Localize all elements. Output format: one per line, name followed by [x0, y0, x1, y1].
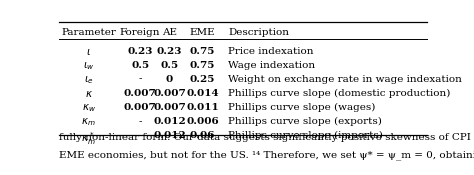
Text: Price indexation: Price indexation	[228, 47, 314, 56]
Text: Foreign: Foreign	[120, 28, 160, 37]
Text: 0.012: 0.012	[153, 117, 186, 126]
Text: AE: AE	[162, 28, 177, 37]
Text: Description: Description	[228, 28, 289, 37]
Text: $\kappa^*_m$: $\kappa^*_m$	[82, 131, 96, 148]
Text: -: -	[138, 131, 142, 140]
Text: Phillips curve slope (domestic production): Phillips curve slope (domestic productio…	[228, 89, 451, 98]
Text: 0.012: 0.012	[153, 131, 186, 140]
Text: Phillips curve slope (wages): Phillips curve slope (wages)	[228, 103, 375, 112]
Text: Parameter: Parameter	[61, 28, 116, 37]
Text: 0.23: 0.23	[157, 47, 182, 56]
Text: $\iota_e$: $\iota_e$	[84, 75, 93, 86]
Text: $\iota_w$: $\iota_w$	[83, 61, 94, 72]
Text: $\kappa_m$: $\kappa_m$	[82, 117, 96, 128]
Text: $\kappa_w$: $\kappa_w$	[82, 103, 96, 114]
Text: 0.25: 0.25	[190, 75, 215, 84]
Text: -: -	[138, 75, 142, 84]
Text: 0.007: 0.007	[124, 103, 156, 112]
Text: -: -	[138, 117, 142, 126]
Text: fully non-linear form. Our data suggests significantly positive skewness of CPI : fully non-linear form. Our data suggests…	[59, 133, 474, 142]
Text: Phillips curve slope (exports): Phillips curve slope (exports)	[228, 117, 382, 126]
Text: 0.75: 0.75	[190, 47, 215, 56]
Text: 0.007: 0.007	[124, 89, 156, 98]
Text: 0.011: 0.011	[186, 103, 219, 112]
Text: 0.007: 0.007	[153, 103, 186, 112]
Text: 0.5: 0.5	[160, 61, 179, 70]
Text: Wage indexation: Wage indexation	[228, 61, 315, 70]
Text: EME: EME	[190, 28, 215, 37]
Text: 0.007: 0.007	[153, 89, 186, 98]
Text: 0.75: 0.75	[190, 61, 215, 70]
Text: Phillips curve slope (imports): Phillips curve slope (imports)	[228, 131, 383, 140]
Text: 0: 0	[166, 75, 173, 84]
Text: EME economies, but not for the US. ¹⁴ Therefore, we set ψ* = ψ_m = 0, obtaining : EME economies, but not for the US. ¹⁴ Th…	[59, 150, 474, 160]
Text: 0.5: 0.5	[131, 61, 149, 70]
Text: 0.06: 0.06	[190, 131, 215, 140]
Text: 0.014: 0.014	[186, 89, 219, 98]
Text: $\iota$: $\iota$	[86, 47, 91, 57]
Text: 0.23: 0.23	[128, 47, 153, 56]
Text: 0.006: 0.006	[186, 117, 219, 126]
Text: $\kappa$: $\kappa$	[84, 89, 93, 99]
Text: Weight on exchange rate in wage indexation: Weight on exchange rate in wage indexati…	[228, 75, 462, 84]
